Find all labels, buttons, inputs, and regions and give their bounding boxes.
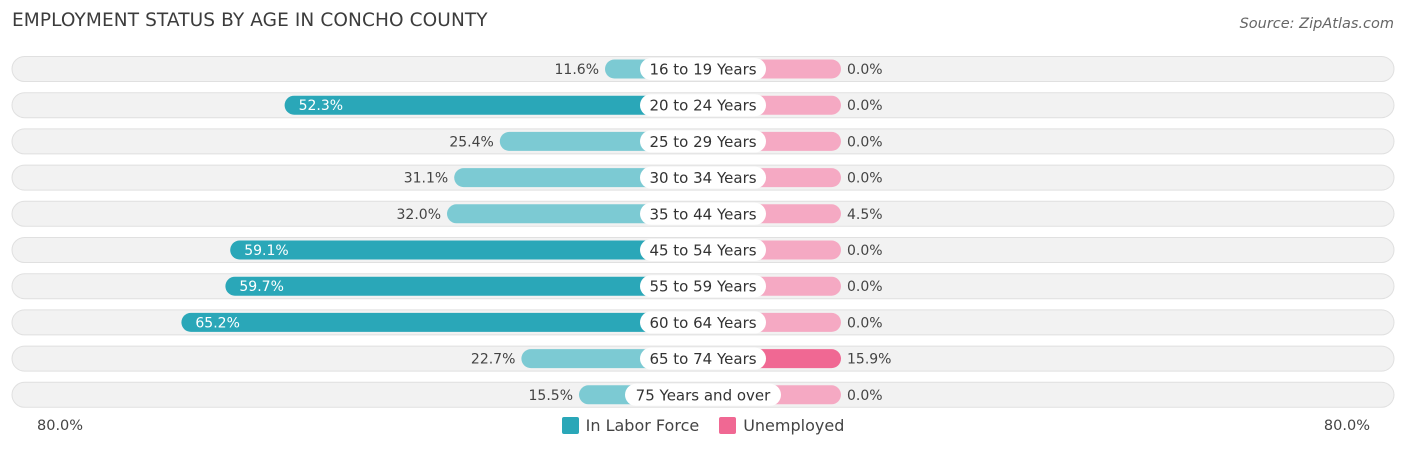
axis-right-label: 80.0% xyxy=(1323,418,1370,434)
legend: In Labor Force Unemployed xyxy=(0,416,1406,435)
legend-swatch-unemployed xyxy=(719,417,737,434)
value-label-unemployed: 0.0% xyxy=(847,279,883,295)
bar-labor-force xyxy=(284,95,703,115)
legend-item-labor[interactable]: In Labor Force xyxy=(561,416,700,435)
category-label: 60 to 64 Years xyxy=(649,314,756,332)
category-label: 35 to 44 Years xyxy=(649,205,756,223)
value-label-unemployed: 0.0% xyxy=(847,315,883,331)
value-label-labor-force: 59.1% xyxy=(244,243,288,259)
legend-label-labor: In Labor Force xyxy=(585,416,700,435)
value-label-unemployed: 0.0% xyxy=(847,388,883,404)
category-label: 75 Years and over xyxy=(636,386,771,404)
category-label-background xyxy=(640,94,766,117)
category-label-background xyxy=(640,166,766,189)
value-label-unemployed: 0.0% xyxy=(847,62,883,78)
category-label: 65 to 74 Years xyxy=(649,350,756,368)
category-label: 45 to 54 Years xyxy=(649,242,756,260)
legend-item-unemployed[interactable]: Unemployed xyxy=(719,416,844,435)
category-label-background xyxy=(640,311,766,334)
category-label-background xyxy=(640,202,766,225)
category-label: 55 to 59 Years xyxy=(649,278,756,296)
bar-labor-force xyxy=(454,168,703,188)
chart-source: Source: ZipAtlas.com xyxy=(1239,16,1394,32)
category-label-background xyxy=(640,239,766,261)
value-label-unemployed: 0.0% xyxy=(847,98,883,114)
bar-labor-force xyxy=(230,240,703,260)
value-label-unemployed: 0.0% xyxy=(847,171,883,187)
category-label-background xyxy=(640,130,766,153)
value-label-labor-force: 11.6% xyxy=(555,62,599,78)
category-label: 20 to 24 Years xyxy=(649,97,756,115)
category-label: 16 to 19 Years xyxy=(649,61,756,79)
category-label-background xyxy=(640,347,766,370)
category-label-background xyxy=(640,58,766,80)
value-label-labor-force: 22.7% xyxy=(471,352,515,368)
legend-swatch-labor xyxy=(561,417,579,434)
value-label-unemployed: 0.0% xyxy=(847,243,883,259)
value-label-labor-force: 52.3% xyxy=(299,98,343,114)
category-label: 25 to 29 Years xyxy=(649,133,756,151)
value-label-labor-force: 31.1% xyxy=(404,171,448,187)
chart-title: EMPLOYMENT STATUS BY AGE IN CONCHO COUNT… xyxy=(12,10,488,31)
value-label-unemployed: 0.0% xyxy=(847,134,883,150)
bar-labor-force xyxy=(225,276,703,296)
axis-left-label: 80.0% xyxy=(37,418,84,434)
bar-labor-force xyxy=(181,312,703,332)
category-label-background xyxy=(640,275,766,298)
category-label: 30 to 34 Years xyxy=(649,169,756,187)
legend-label-unemployed: Unemployed xyxy=(743,416,845,435)
category-label-background xyxy=(625,383,781,406)
value-label-labor-force: 65.2% xyxy=(195,315,239,331)
bar-labor-force xyxy=(447,204,703,224)
value-label-labor-force: 32.0% xyxy=(397,207,441,223)
value-label-labor-force: 25.4% xyxy=(449,134,493,150)
value-label-unemployed: 4.5% xyxy=(847,207,883,223)
value-label-labor-force: 59.7% xyxy=(239,279,283,295)
value-label-unemployed: 15.9% xyxy=(847,352,891,368)
value-label-labor-force: 15.5% xyxy=(529,388,573,404)
